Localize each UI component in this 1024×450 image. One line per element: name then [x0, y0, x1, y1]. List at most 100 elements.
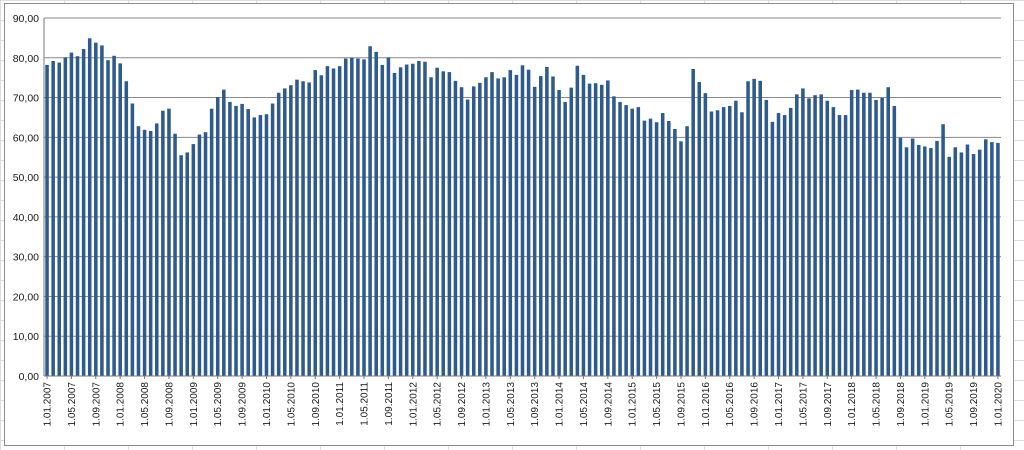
x-tick-label: 1.01.2019: [920, 382, 931, 427]
bar: [612, 96, 616, 377]
bar: [532, 86, 537, 376]
bar: [471, 86, 476, 377]
bar: [965, 144, 970, 376]
bar: [69, 52, 74, 377]
bar: [551, 76, 555, 376]
bar: [429, 77, 433, 377]
x-tick-label: 1.01.2014: [555, 382, 566, 427]
bar: [715, 110, 720, 376]
bar: [155, 123, 159, 376]
x-tick-label: 1.01.2016: [701, 382, 712, 427]
bar: [758, 80, 762, 376]
bar: [642, 120, 647, 376]
bar: [831, 107, 836, 376]
bar: [398, 67, 403, 376]
bar: [935, 140, 939, 376]
bar: [618, 101, 622, 377]
bar: [697, 82, 702, 376]
bar: [959, 152, 964, 376]
y-tick-label: 10,00: [13, 331, 39, 343]
bar: [630, 108, 634, 376]
y-tick-label: 90,00: [13, 13, 39, 25]
bar: [673, 128, 677, 376]
bar: [916, 144, 921, 376]
bar: [435, 67, 439, 376]
bar: [691, 68, 695, 377]
bar: [508, 70, 513, 377]
bar: [862, 92, 866, 376]
bar: [874, 99, 878, 376]
x-tick-label: 1.05.2011: [360, 382, 371, 426]
bar: [404, 64, 409, 376]
bar: [929, 148, 933, 376]
bar: [709, 111, 714, 376]
bar: [423, 61, 427, 376]
x-tick-label: 1.09.2011: [384, 382, 395, 426]
bar: [502, 77, 506, 377]
bar: [587, 83, 592, 376]
bar: [892, 105, 897, 376]
x-tick-label: 1.05.2017: [798, 382, 809, 427]
bar: [545, 66, 549, 377]
bar: [136, 126, 141, 376]
x-tick-label: 1.05.2007: [67, 382, 78, 427]
bar: [581, 74, 586, 376]
bar: [654, 122, 659, 376]
y-tick-label: 80,00: [13, 53, 39, 65]
bar: [374, 51, 378, 377]
bar: [953, 147, 958, 376]
bar: [496, 78, 500, 377]
x-tick-label: 1.01.2011: [335, 382, 346, 426]
x-tick-label: 1.01.2012: [408, 382, 419, 427]
bar: [520, 65, 525, 376]
bar: [734, 100, 738, 377]
bar: [983, 139, 988, 376]
bar: [258, 115, 263, 376]
x-tick-label: 1.09.2013: [530, 382, 541, 427]
bar: [459, 87, 464, 377]
bar: [307, 82, 311, 376]
bar: [386, 57, 391, 376]
bar: [624, 105, 628, 377]
x-tick-label: 1.09.2019: [969, 382, 980, 427]
x-tick-label: 1.09.2009: [238, 382, 249, 427]
bar: [325, 66, 330, 376]
x-tick-label: 1.01.2013: [481, 382, 492, 427]
bar: [685, 126, 689, 376]
bar: [843, 115, 848, 376]
bar: [746, 81, 750, 376]
bar: [465, 99, 470, 376]
bar: [142, 129, 147, 376]
x-tick-label: 1.09.2017: [823, 382, 834, 427]
bar: [81, 49, 86, 376]
bar: [100, 45, 104, 376]
bar: [770, 121, 775, 376]
x-tick-label: 1.09.2018: [896, 382, 907, 427]
bar: [234, 105, 238, 376]
bar: [782, 115, 787, 376]
bar: [563, 101, 567, 377]
bar: [526, 69, 531, 377]
x-tick-label: 1.05.2008: [140, 382, 151, 427]
x-tick-label: 1.05.2016: [725, 382, 736, 427]
x-tick-label: 1.09.2014: [603, 382, 614, 427]
bar: [819, 94, 823, 377]
x-tick-label: 1.01.2015: [628, 382, 639, 427]
bar: [996, 142, 1000, 376]
bar: [185, 152, 190, 376]
bar: [807, 98, 811, 376]
bar: [301, 81, 305, 376]
bar: [801, 88, 805, 376]
bar: [971, 154, 976, 376]
bar: [51, 60, 55, 377]
bar: [106, 60, 110, 376]
bar: [222, 89, 226, 376]
bar: [411, 63, 415, 377]
bar: [197, 134, 202, 376]
bar: [776, 113, 781, 376]
bar: [350, 57, 354, 376]
bar: [161, 110, 165, 377]
x-tick-label: 1.09.2015: [676, 382, 687, 427]
bar: [264, 114, 269, 376]
